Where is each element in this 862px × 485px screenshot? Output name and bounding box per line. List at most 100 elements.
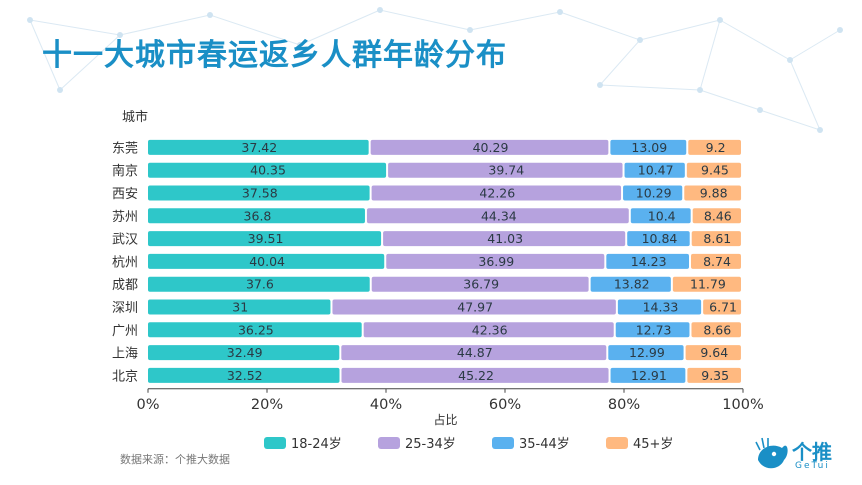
bar-segment-1 bbox=[148, 139, 369, 155]
bar-segment-1 bbox=[148, 322, 362, 338]
bar-segment-3 bbox=[623, 185, 683, 201]
bar-segment-3 bbox=[615, 322, 690, 338]
x-tick-label: 0% bbox=[136, 397, 159, 413]
x-tick-label: 40% bbox=[370, 397, 402, 413]
data-label: 12.91 bbox=[631, 368, 667, 383]
category-label: 苏州 bbox=[112, 209, 138, 225]
data-label: 36.79 bbox=[463, 277, 499, 292]
legend-item[interactable]: 45+岁 bbox=[606, 437, 673, 452]
data-label: 32.52 bbox=[227, 368, 263, 383]
bar-segment-4 bbox=[690, 253, 741, 269]
bar-segment-4 bbox=[684, 185, 742, 201]
bar-segment-3 bbox=[590, 276, 671, 292]
data-label: 10.84 bbox=[642, 231, 678, 246]
bar-segment-1 bbox=[148, 162, 387, 178]
category-label: 深圳 bbox=[112, 301, 138, 316]
legend-swatch bbox=[378, 437, 400, 449]
bar-segment-2 bbox=[386, 253, 605, 269]
x-tick-label: 80% bbox=[608, 397, 640, 413]
data-label: 40.04 bbox=[249, 254, 285, 269]
legend-item[interactable]: 18-24岁 bbox=[264, 437, 342, 452]
bar-segment-4 bbox=[691, 231, 741, 247]
bar-segment-3 bbox=[617, 299, 702, 315]
data-label: 9.88 bbox=[700, 186, 728, 201]
data-label: 10.47 bbox=[638, 163, 674, 178]
data-label: 44.34 bbox=[481, 208, 517, 223]
data-label: 13.82 bbox=[614, 277, 650, 292]
bar-segment-3 bbox=[610, 367, 686, 383]
bar-segment-1 bbox=[148, 345, 340, 361]
x-axis-label: 占比 bbox=[433, 412, 457, 427]
bar-segment-3 bbox=[606, 253, 689, 269]
legend-swatch bbox=[492, 437, 514, 449]
bar-segment-2 bbox=[341, 345, 607, 361]
getui-whale-logo-icon bbox=[755, 437, 788, 469]
data-label: 8.61 bbox=[703, 231, 731, 246]
data-label: 39.51 bbox=[248, 231, 284, 246]
bar-segment-2 bbox=[371, 185, 622, 201]
legend-swatch bbox=[606, 437, 628, 449]
data-label: 37.58 bbox=[242, 186, 278, 201]
legend-label: 25-34岁 bbox=[405, 437, 456, 452]
bar-segment-2 bbox=[388, 162, 623, 178]
category-label: 南京 bbox=[112, 163, 138, 179]
data-label: 40.35 bbox=[250, 163, 286, 178]
x-tick-label: 100% bbox=[722, 397, 763, 413]
bar-segment-4 bbox=[686, 162, 742, 178]
category-label: 武汉 bbox=[112, 233, 138, 248]
bar-segment-4 bbox=[685, 345, 741, 361]
bar-segment-2 bbox=[363, 322, 614, 338]
bar-segment-1 bbox=[148, 185, 370, 201]
data-label: 39.74 bbox=[488, 163, 524, 178]
bar-segment-1 bbox=[148, 253, 385, 269]
legend-label: 45+岁 bbox=[633, 437, 673, 452]
data-label: 44.87 bbox=[457, 345, 493, 360]
x-tick-label: 60% bbox=[489, 397, 521, 413]
data-source-note: 数据来源：个推大数据 bbox=[120, 453, 230, 466]
bar-segment-4 bbox=[703, 299, 742, 315]
legend-item[interactable]: 35-44岁 bbox=[492, 437, 570, 452]
data-label: 9.45 bbox=[701, 163, 729, 178]
bar-segment-4 bbox=[692, 208, 741, 224]
data-label: 32.49 bbox=[227, 345, 263, 360]
data-label: 40.29 bbox=[473, 140, 509, 155]
data-label: 42.26 bbox=[479, 186, 515, 201]
category-label: 东莞 bbox=[112, 141, 138, 156]
category-label: 上海 bbox=[112, 347, 138, 362]
bar-segment-1 bbox=[148, 208, 365, 224]
data-label: 13.09 bbox=[631, 140, 667, 155]
data-label: 36.99 bbox=[478, 254, 514, 269]
bar-segment-3 bbox=[610, 139, 687, 155]
legend-item[interactable]: 25-34岁 bbox=[378, 437, 456, 452]
data-label: 6.71 bbox=[709, 300, 737, 315]
data-label: 11.79 bbox=[690, 277, 726, 292]
data-label: 10.4 bbox=[648, 208, 676, 223]
bar-segment-4 bbox=[672, 276, 741, 292]
data-label: 8.66 bbox=[703, 322, 731, 337]
data-label: 14.23 bbox=[631, 254, 667, 269]
bar-segment-4 bbox=[688, 139, 741, 155]
category-label: 北京 bbox=[112, 369, 138, 384]
logo-name: 个推 bbox=[792, 440, 832, 464]
bar-segment-3 bbox=[630, 208, 691, 224]
legend-label: 35-44岁 bbox=[519, 437, 570, 452]
logo-subtitle: GeTui bbox=[795, 461, 830, 471]
data-label: 10.29 bbox=[636, 186, 672, 201]
legend-swatch bbox=[264, 437, 286, 449]
bar-segment-2 bbox=[366, 208, 629, 224]
data-label: 9.2 bbox=[706, 140, 726, 155]
data-label: 14.33 bbox=[643, 300, 679, 315]
bar-segment-1 bbox=[148, 276, 370, 292]
bar-segment-2 bbox=[370, 139, 609, 155]
category-label: 西安 bbox=[112, 187, 138, 202]
data-label: 9.64 bbox=[700, 345, 728, 360]
data-label: 12.73 bbox=[636, 322, 672, 337]
data-label: 36.8 bbox=[244, 208, 272, 223]
legend-label: 18-24岁 bbox=[291, 437, 342, 452]
data-label: 47.97 bbox=[457, 300, 493, 315]
bar-segment-2 bbox=[371, 276, 589, 292]
data-label: 41.03 bbox=[487, 231, 523, 246]
data-label: 31 bbox=[232, 300, 248, 315]
category-label: 杭州 bbox=[112, 255, 138, 270]
